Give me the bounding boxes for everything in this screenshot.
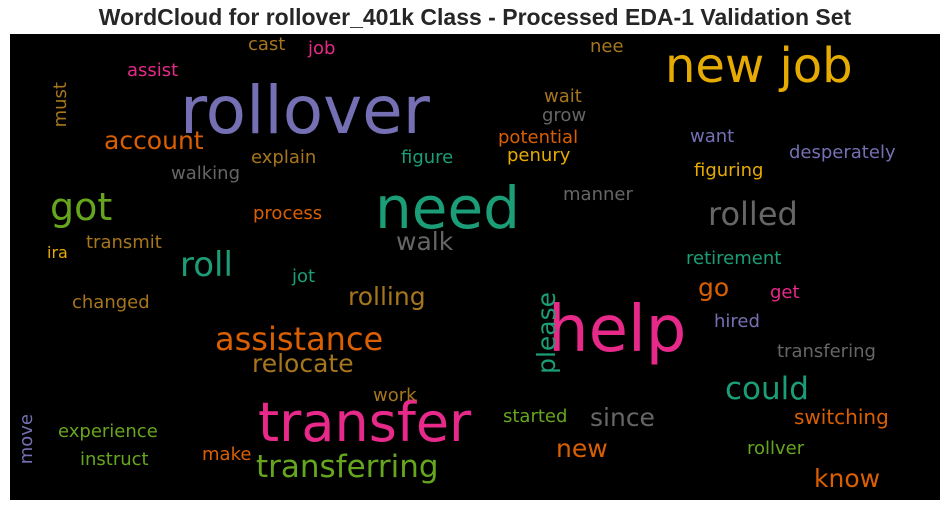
word-rollover: rollover: [180, 72, 430, 149]
word-process: process: [253, 203, 323, 224]
word-assistance: assistance: [215, 320, 384, 358]
word-changed: changed: [72, 292, 150, 313]
word-transfering: transfering: [777, 341, 876, 362]
word-figuring: figuring: [694, 160, 764, 181]
word-new-job: new job: [665, 38, 853, 94]
word-desperately: desperately: [789, 142, 896, 163]
word-figure: figure: [401, 147, 454, 168]
word-go: go: [698, 273, 730, 302]
word-hired: hired: [714, 311, 760, 332]
word-move: move: [16, 414, 37, 465]
word-want: want: [690, 126, 735, 147]
word-get: get: [770, 282, 800, 303]
word-wait: wait: [544, 86, 582, 107]
word-ira: ira: [47, 243, 68, 262]
word-must: must: [50, 82, 71, 128]
word-walk: walk: [396, 227, 454, 256]
word-assist: assist: [127, 60, 179, 81]
word-work: work: [373, 385, 417, 406]
word-cast: cast: [248, 34, 286, 55]
word-transferring: transferring: [256, 449, 439, 485]
word-new: new: [556, 434, 608, 463]
word-manner: manner: [563, 184, 633, 205]
word-rolled: rolled: [708, 195, 798, 233]
word-rolling: rolling: [348, 282, 426, 311]
word-know: know: [814, 464, 881, 493]
word-walking: walking: [171, 163, 241, 184]
word-transmit: transmit: [86, 232, 162, 253]
word-could: could: [725, 371, 809, 407]
word-job: job: [308, 38, 336, 59]
word-retirement: retirement: [686, 248, 782, 269]
word-roll: roll: [180, 245, 233, 285]
word-help: help: [548, 293, 687, 367]
word-make: make: [202, 444, 252, 465]
word-penury: penury: [507, 145, 571, 166]
word-nee: nee: [590, 36, 624, 57]
chart-title: WordCloud for rollover_401k Class - Proc…: [98, 4, 852, 30]
word-please: please: [532, 292, 561, 374]
word-explain: explain: [251, 147, 317, 168]
word-jot: jot: [292, 266, 316, 287]
word-got: got: [50, 185, 113, 229]
word-since: since: [590, 403, 655, 432]
word-experience: experience: [58, 421, 158, 442]
word-grow: grow: [542, 105, 587, 126]
word-relocate: relocate: [252, 349, 354, 378]
word-potential: potential: [498, 127, 579, 148]
word-need: need: [375, 174, 520, 242]
word-rollver: rollver: [747, 438, 805, 459]
word-transfer: transfer: [258, 391, 472, 454]
word-account: account: [104, 126, 204, 155]
wordcloud-canvas: rollover need help new job transfer got roll ro…: [10, 34, 940, 500]
word-instruct: instruct: [80, 449, 149, 470]
word-switching: switching: [794, 405, 889, 429]
word-started: started: [503, 406, 568, 427]
